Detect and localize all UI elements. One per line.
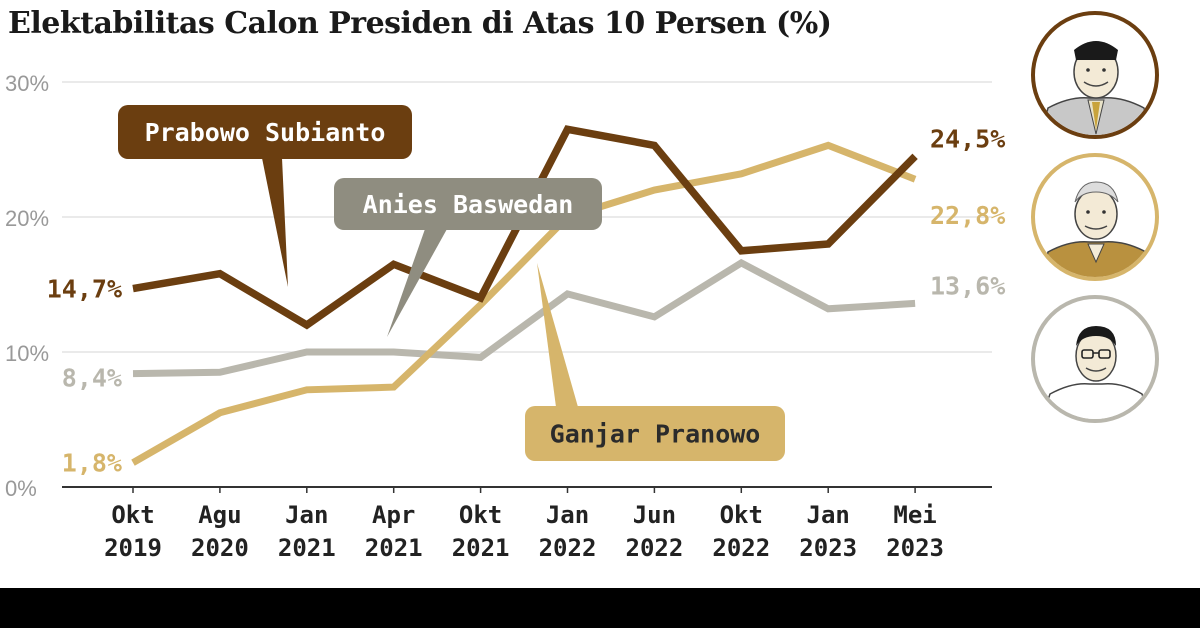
y-axis-tick-labels: 0% 10% 20% 30% — [5, 71, 49, 501]
ganjar-callout-box — [525, 406, 785, 461]
x-tick-label: Mei 2023 — [886, 501, 944, 562]
anies-callout-label: Anies Baswedan — [363, 190, 574, 219]
prabowo-callout: Prabowo Subianto — [118, 105, 412, 287]
x-tick-label: Okt 2021 — [452, 501, 510, 562]
anies-callout-pointer — [387, 229, 447, 337]
x-axis — [62, 486, 992, 493]
x-tick-label: Jan 2021 — [278, 501, 336, 562]
prabowo-avatar-icon — [1031, 11, 1159, 139]
prabowo-start-label: 14,7% — [47, 275, 122, 304]
x-tick-label: Okt 2019 — [104, 501, 162, 562]
prabowo-callout-pointer — [262, 158, 288, 287]
anies-start-label: 8,4% — [62, 364, 122, 393]
ganjar-avatar-icon — [1031, 153, 1159, 281]
x-tick-label: Jan 2022 — [539, 501, 597, 562]
prabowo-callout-label: Prabowo Subianto — [145, 118, 386, 147]
chart-title: Elektabilitas Calon Presiden di Atas 10 … — [8, 6, 832, 41]
anies-avatar-icon — [1031, 295, 1159, 423]
x-axis-tick-labels: Okt 2019 Agu 2020 Jan 2021 Apr 2021 Okt 2021 Jan 20… — [104, 501, 944, 562]
series-callouts: Prabowo Subianto Anies Baswedan Ganjar Pra… — [118, 105, 785, 461]
y-tick-label: 10% — [5, 341, 49, 366]
data-labels: 14,7% 24,5% 1,8% 22,8% 8,4% 13,6% — [47, 124, 1006, 477]
y-tick-label: 30% — [5, 71, 49, 96]
y-tick-label: 0% — [5, 476, 37, 501]
x-tick-label: Agu 2020 — [191, 501, 249, 562]
ganjar-end-label: 22,8% — [930, 201, 1005, 230]
ganjar-series-line — [131, 141, 917, 466]
prabowo-end-label: 24,5% — [930, 124, 1005, 153]
anies-series-line — [132, 258, 916, 378]
x-tick-label: Okt 2022 — [712, 501, 770, 562]
anies-callout-box — [334, 178, 602, 230]
ganjar-callout: Ganjar Pranowo — [525, 263, 785, 461]
x-tick-label: Jun 2022 — [626, 501, 684, 562]
line-chart: 0% 10% 20% 30% Okt 2019 Agu 2020 Jan 2021 Apr 2021… — [5, 71, 1006, 562]
chart-panel: Elektabilitas Calon Presiden di Atas 10 … — [0, 0, 1200, 588]
x-tick-label: Apr 2021 — [365, 501, 423, 562]
y-tick-label: 20% — [5, 206, 49, 231]
anies-callout: Anies Baswedan — [334, 178, 602, 337]
ganjar-start-label: 1,8% — [62, 449, 122, 478]
ganjar-callout-label: Ganjar Pranowo — [550, 420, 761, 449]
prabowo-callout-box — [118, 105, 412, 159]
x-tick-label: Jan 2023 — [799, 501, 857, 562]
anies-end-label: 13,6% — [930, 271, 1005, 300]
ganjar-callout-pointer — [537, 263, 578, 407]
